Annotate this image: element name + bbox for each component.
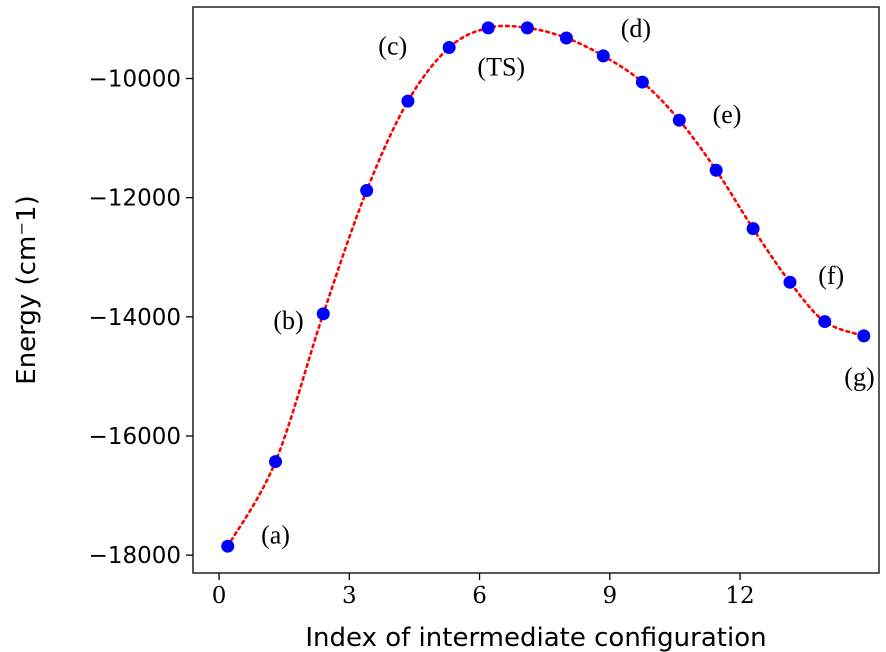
x-tick-label: 9 [602, 583, 617, 609]
data-point [559, 31, 573, 45]
data-point [481, 21, 495, 35]
point-annotation: (c) [378, 32, 407, 61]
x-tick-label: 0 [212, 583, 227, 609]
y-tick-label: −16000 [89, 424, 181, 450]
point-annotation: (g) [844, 362, 874, 391]
point-annotation: (a) [261, 520, 290, 549]
data-point [268, 455, 282, 469]
plot-frame [192, 6, 880, 574]
data-point [635, 75, 649, 89]
data-point [221, 539, 235, 553]
data-point [746, 222, 760, 236]
y-tick-label: −10000 [89, 66, 181, 92]
point-annotation: (f) [818, 261, 844, 290]
point-annotations: (a) (b) (c) (TS) (d) (e) (f) (g) [261, 14, 875, 549]
x-tick-label: 12 [725, 583, 754, 609]
y-tick-label: −12000 [89, 186, 181, 212]
data-point [709, 163, 723, 177]
point-annotation: (TS) [477, 53, 525, 82]
x-tick-label: 6 [472, 583, 487, 609]
data-point [360, 184, 374, 198]
y-tick-label: −18000 [89, 543, 181, 569]
data-point [596, 49, 610, 63]
y-axis-ticks: −18000 −16000 −14000 −12000 −10000 [89, 66, 193, 569]
data-point [672, 113, 686, 127]
data-point [442, 41, 456, 55]
point-annotation: (d) [621, 14, 651, 43]
energy-curve [226, 24, 866, 548]
x-axis-label: Index of intermediate configuration [305, 623, 766, 652]
point-annotation: (e) [713, 100, 742, 129]
data-point [520, 21, 534, 35]
data-point [857, 329, 871, 343]
data-point [316, 307, 330, 321]
data-point [818, 315, 832, 329]
data-point [783, 275, 797, 289]
point-annotation: (b) [273, 306, 303, 335]
data-points [221, 21, 871, 553]
y-axis-label: Energy (cm⁻1) [12, 195, 42, 384]
data-point [401, 94, 415, 108]
y-tick-label: −14000 [89, 305, 181, 331]
x-tick-label: 3 [342, 583, 357, 609]
x-axis-ticks: 0 3 6 9 12 [212, 573, 755, 609]
